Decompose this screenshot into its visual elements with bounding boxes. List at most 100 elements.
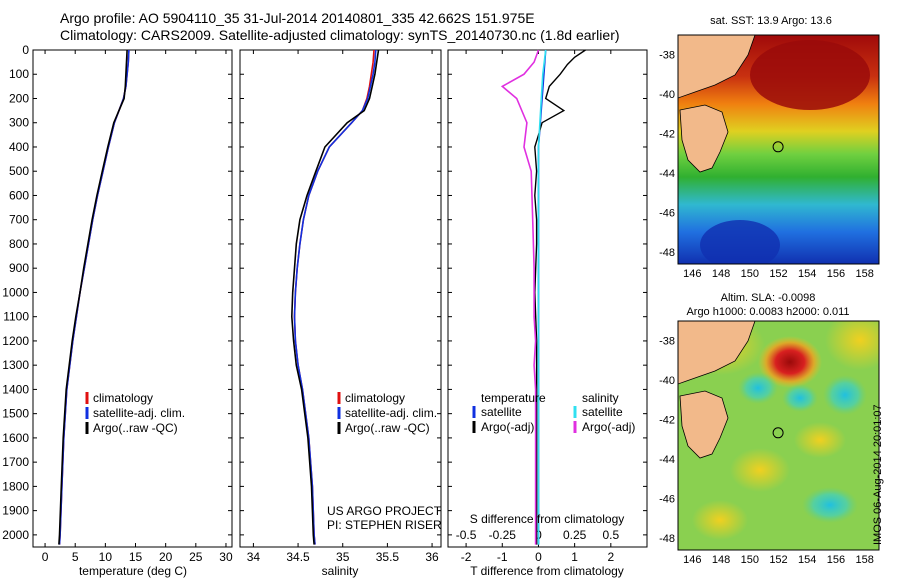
x-tick-label-top: 0.5 bbox=[602, 528, 619, 542]
y-tick-label: 1600 bbox=[2, 431, 29, 445]
series-line-climatology bbox=[58, 49, 130, 545]
argo-position-marker bbox=[772, 427, 784, 439]
temperature-legend: climatology satellite-adj. clim. Argo(..… bbox=[85, 391, 185, 435]
x-tick-label: 30 bbox=[219, 550, 233, 564]
y-tick-label: 700 bbox=[9, 213, 29, 227]
legend-label: satellite bbox=[582, 405, 623, 419]
australia-mainland bbox=[678, 35, 756, 99]
sla-map-title-1: Altim. SLA: -0.0098 bbox=[721, 292, 816, 304]
lon-tick-label: 148 bbox=[712, 268, 730, 280]
lon-tick-label: 150 bbox=[741, 268, 759, 280]
lon-tick-label: 154 bbox=[798, 268, 816, 280]
sla-yellow-patch bbox=[825, 321, 879, 370]
sla-yellow-patch bbox=[794, 422, 846, 458]
series-line-temperature-argo-adj- bbox=[534, 49, 586, 545]
x-tick-label: 34 bbox=[247, 550, 261, 564]
legend-label: satellite-adj. clim. bbox=[345, 406, 437, 420]
sla-yellow-patch bbox=[730, 448, 790, 492]
legend-label: Argo(..raw -QC) bbox=[345, 421, 430, 435]
legend-label: Argo(-adj) bbox=[582, 420, 635, 434]
y-tick-label: 1300 bbox=[2, 358, 29, 372]
x-tick-label: 1 bbox=[571, 550, 578, 564]
lon-tick-label: 158 bbox=[855, 554, 873, 566]
lon-tick-label: 156 bbox=[827, 268, 845, 280]
y-tick-label: 600 bbox=[9, 188, 29, 202]
y-tick-label: 300 bbox=[9, 116, 29, 130]
x-tick-label: 10 bbox=[99, 550, 113, 564]
x-tick-label: -2 bbox=[461, 550, 472, 564]
x-tick-label: 15 bbox=[129, 550, 143, 564]
sst-cold-patch bbox=[700, 220, 780, 264]
x-tick-label: 35 bbox=[336, 550, 350, 564]
x-tick-label: 2 bbox=[607, 550, 614, 564]
difference-xlabel: T difference from climatology bbox=[470, 564, 624, 578]
difference-panel-frame bbox=[447, 49, 648, 548]
y-tick-label: 1800 bbox=[2, 479, 29, 493]
x-tick-label: 25 bbox=[189, 550, 203, 564]
lat-tick-label: -40 bbox=[659, 89, 675, 101]
salinity-panel-frame bbox=[239, 49, 442, 548]
y-tick-label: 0 bbox=[22, 43, 29, 57]
figure-title-line-1: Argo profile: AO 5904110_35 31-Jul-2014 … bbox=[60, 10, 535, 26]
lat-tick-label: -38 bbox=[659, 336, 675, 348]
legend-label: climatology bbox=[345, 391, 405, 405]
sla-eddy-cold bbox=[738, 372, 778, 404]
lat-tick-label: -48 bbox=[659, 533, 675, 545]
y-tick-label: 1500 bbox=[2, 407, 29, 421]
y-tick-label: 500 bbox=[9, 164, 29, 178]
lat-tick-label: -46 bbox=[659, 208, 675, 220]
series-line-satellite-adj-clim- bbox=[293, 49, 377, 545]
sst-map bbox=[677, 34, 880, 265]
lon-tick-label: 152 bbox=[769, 268, 787, 280]
x-tick-label: 36 bbox=[425, 550, 439, 564]
sla-eddy-cold bbox=[823, 375, 867, 415]
legend-label: Argo(..raw -QC) bbox=[93, 421, 178, 435]
temperature-panel-frame bbox=[32, 49, 233, 548]
lat-tick-label: -42 bbox=[659, 415, 675, 427]
x-tick-label: 0 bbox=[535, 550, 542, 564]
difference-legend: temperature satellite Argo(-adj) salinit… bbox=[472, 391, 635, 434]
sla-map-frame bbox=[677, 320, 880, 551]
tasmania bbox=[679, 104, 729, 173]
lat-tick-label: -44 bbox=[659, 454, 675, 466]
y-tick-label: 100 bbox=[9, 67, 29, 81]
legend-label: climatology bbox=[93, 391, 153, 405]
x-tick-label: 0 bbox=[42, 550, 49, 564]
y-tick-label: 800 bbox=[9, 237, 29, 251]
x-tick-label-top: -0.5 bbox=[456, 528, 477, 542]
series-line-climatology bbox=[293, 49, 375, 545]
figure-title-line-2: Climatology: CARS2009. Satellite-adjuste… bbox=[60, 27, 620, 43]
x-tick-label: 20 bbox=[159, 550, 173, 564]
x-tick-label-top: 0.25 bbox=[563, 528, 587, 542]
x-tick-label: 35.5 bbox=[376, 550, 400, 564]
lat-tick-label: -46 bbox=[659, 494, 675, 506]
lat-tick-label: -42 bbox=[659, 129, 675, 141]
salinity-xlabel: salinity bbox=[322, 564, 359, 578]
series-line-satellite-adj-clim- bbox=[58, 49, 130, 545]
series-line-argo-raw-qc- bbox=[290, 49, 380, 545]
y-tick-label: 1400 bbox=[2, 382, 29, 396]
lon-tick-label: 156 bbox=[827, 554, 845, 566]
tasmania bbox=[679, 390, 729, 459]
sla-map-title-2: Argo h1000: 0.0083 h2000: 0.011 bbox=[686, 306, 849, 318]
salinity-legend: climatology satellite-adj. clim. Argo(..… bbox=[337, 391, 437, 435]
lon-tick-label: 146 bbox=[683, 554, 701, 566]
sla-yellow-patch bbox=[692, 500, 748, 540]
credit-project: US ARGO PROJECT bbox=[327, 504, 442, 518]
lon-tick-label: 152 bbox=[769, 554, 787, 566]
series-line-argo-raw-qc- bbox=[58, 49, 128, 545]
sla-map bbox=[677, 320, 880, 551]
lat-tick-label: -38 bbox=[659, 50, 675, 62]
y-tick-label: 1900 bbox=[2, 504, 29, 518]
legend-title-temperature: temperature bbox=[481, 391, 546, 405]
sst-map-title: sat. SST: 13.9 Argo: 13.6 bbox=[710, 15, 832, 27]
australia-mainland bbox=[678, 321, 756, 385]
imos-stamp: IMOS 06-Aug-2014 20:01:07 bbox=[872, 404, 884, 545]
y-tick-label: 400 bbox=[9, 140, 29, 154]
temperature-xlabel: temperature (deg C) bbox=[79, 564, 187, 578]
legend-label: satellite bbox=[481, 405, 522, 419]
difference-xlabel-top: S difference from climatology bbox=[470, 512, 625, 526]
x-tick-label: 34.5 bbox=[286, 550, 310, 564]
x-tick-label: 5 bbox=[72, 550, 79, 564]
lon-tick-label: 154 bbox=[798, 554, 816, 566]
